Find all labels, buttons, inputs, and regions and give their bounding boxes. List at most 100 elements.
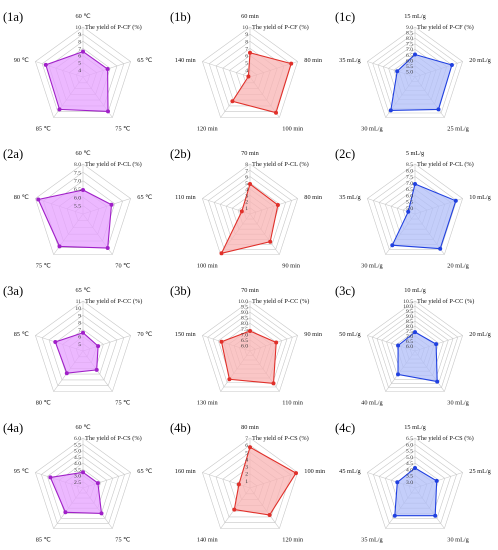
data-point-4 [219,251,224,256]
axis-label: 85 ℃ [36,126,51,133]
series-area [233,446,297,516]
axis-label: 95 ℃ [14,468,29,475]
axis-label: 25 mL/g [447,126,469,133]
data-point-3 [433,513,438,518]
axis-label: 60 ℃ [76,13,91,20]
radar-panel-1c: (1c) 5.05.56.06.57.07.58.08.59.0 The yield… [335,10,492,133]
axis-label: 160 min [175,468,197,475]
data-point-2 [95,481,100,486]
grid-ring [367,26,463,118]
axis-label: 80 ℃ [36,400,51,407]
axis-label: 60 ℃ [76,150,91,157]
axis-label: 100 min [197,263,219,270]
axis-label: 80 ℃ [14,194,29,201]
tick-label: 8.5 [406,31,413,37]
grid-ring [208,33,292,112]
tick-label: 9.0 [406,314,413,320]
data-point-5 [219,339,224,344]
chart-subtitle: The yield of P-CF (%) [417,24,474,31]
tick-label: 2.5 [74,480,81,486]
axis-label: 45 mL/g [339,468,361,475]
series-area [37,189,113,249]
axis-label: 35 mL/g [339,194,361,201]
tick-label: 8.0 [241,321,248,327]
tick-label: 7.0 [406,47,413,53]
tick-label: 6.0 [406,193,413,199]
tick-label: 6.5 [406,53,413,59]
tick-label: 8 [78,320,81,326]
series-area [231,52,292,114]
data-point-5 [406,209,411,214]
tick-label: 5 [78,61,81,67]
tick-label: 8.5 [241,316,248,322]
tick-label: 5.0 [406,206,413,212]
data-point-5 [43,62,48,67]
tick-label: 8 [245,162,248,168]
data-point-1 [248,445,252,450]
chart-subtitle: The yield of P-CS (%) [417,435,474,442]
tick-label: 6.5 [406,339,413,345]
data-point-2 [434,342,439,347]
data-point-1 [248,182,252,186]
data-point-5 [395,69,400,74]
tick-label: 7.0 [406,181,413,187]
tick-label: 2 [245,472,248,478]
tick-label: 7.5 [406,175,413,181]
tick-label: 5.5 [74,442,81,448]
series-area [397,331,438,383]
data-point-4 [227,377,232,382]
chart-subtitle: The yield of P-CC (%) [252,298,309,305]
axis-label: 65 ℃ [137,194,152,201]
chart-subtitle: The yield of P-CF (%) [252,24,309,31]
series-area [391,183,457,250]
chart-subtitle: The yield of P-CS (%) [252,435,309,442]
axis-label: 15 mL/g [404,424,426,431]
axis-label: 5 mL/g [406,150,425,157]
tick-label: 4 [245,457,248,463]
data-point-2 [274,340,279,345]
tick-label: 8.5 [406,162,413,168]
tick-label: 3 [245,465,248,471]
tick-label: 10 [242,25,248,31]
tick-label: 2 [245,200,248,206]
data-point-4 [388,108,393,113]
grid-ring [367,163,463,255]
grid-spoke [202,61,251,78]
data-point-1 [413,52,417,57]
data-point-3 [105,246,110,250]
grid-ring [372,32,458,114]
axis-label: 30 mL/g [447,400,469,407]
grid-ring [35,163,131,255]
axis-label: 35 mL/g [361,537,383,544]
tick-label: 10.0 [238,299,248,305]
axis-label: 70 ℃ [137,331,152,338]
tick-label: 6.0 [406,58,413,64]
axis-label: 120 min [197,126,219,133]
data-point-4 [57,107,62,112]
tick-label: 9.5 [241,305,248,311]
tick-label: 7.0 [406,334,413,340]
tick-label: 4.0 [406,467,413,473]
tick-label: 6.5 [74,187,81,193]
tick-label: 7.0 [241,332,248,338]
axis-label: 60 ℃ [76,424,91,431]
tick-label: 10 [75,25,81,31]
data-point-4 [64,371,69,376]
data-point-1 [248,50,252,55]
tick-label: 8.0 [406,168,413,174]
data-point-3 [435,379,440,384]
axis-label: 140 min [197,537,219,544]
series-area [220,330,277,384]
panel-label: (4b) [170,421,191,435]
tick-label: 5.5 [406,64,413,70]
panel-label: (3a) [3,284,23,298]
radar-panel-4a: (4a) 2.53.03.54.04.55.05.56.0 The yield of… [3,421,152,544]
axis-label: 70 min [241,150,260,157]
tick-label: 1 [245,206,248,212]
axis-label: 70 min [241,287,260,294]
tick-label: 8 [245,39,248,45]
series-area [45,50,109,112]
